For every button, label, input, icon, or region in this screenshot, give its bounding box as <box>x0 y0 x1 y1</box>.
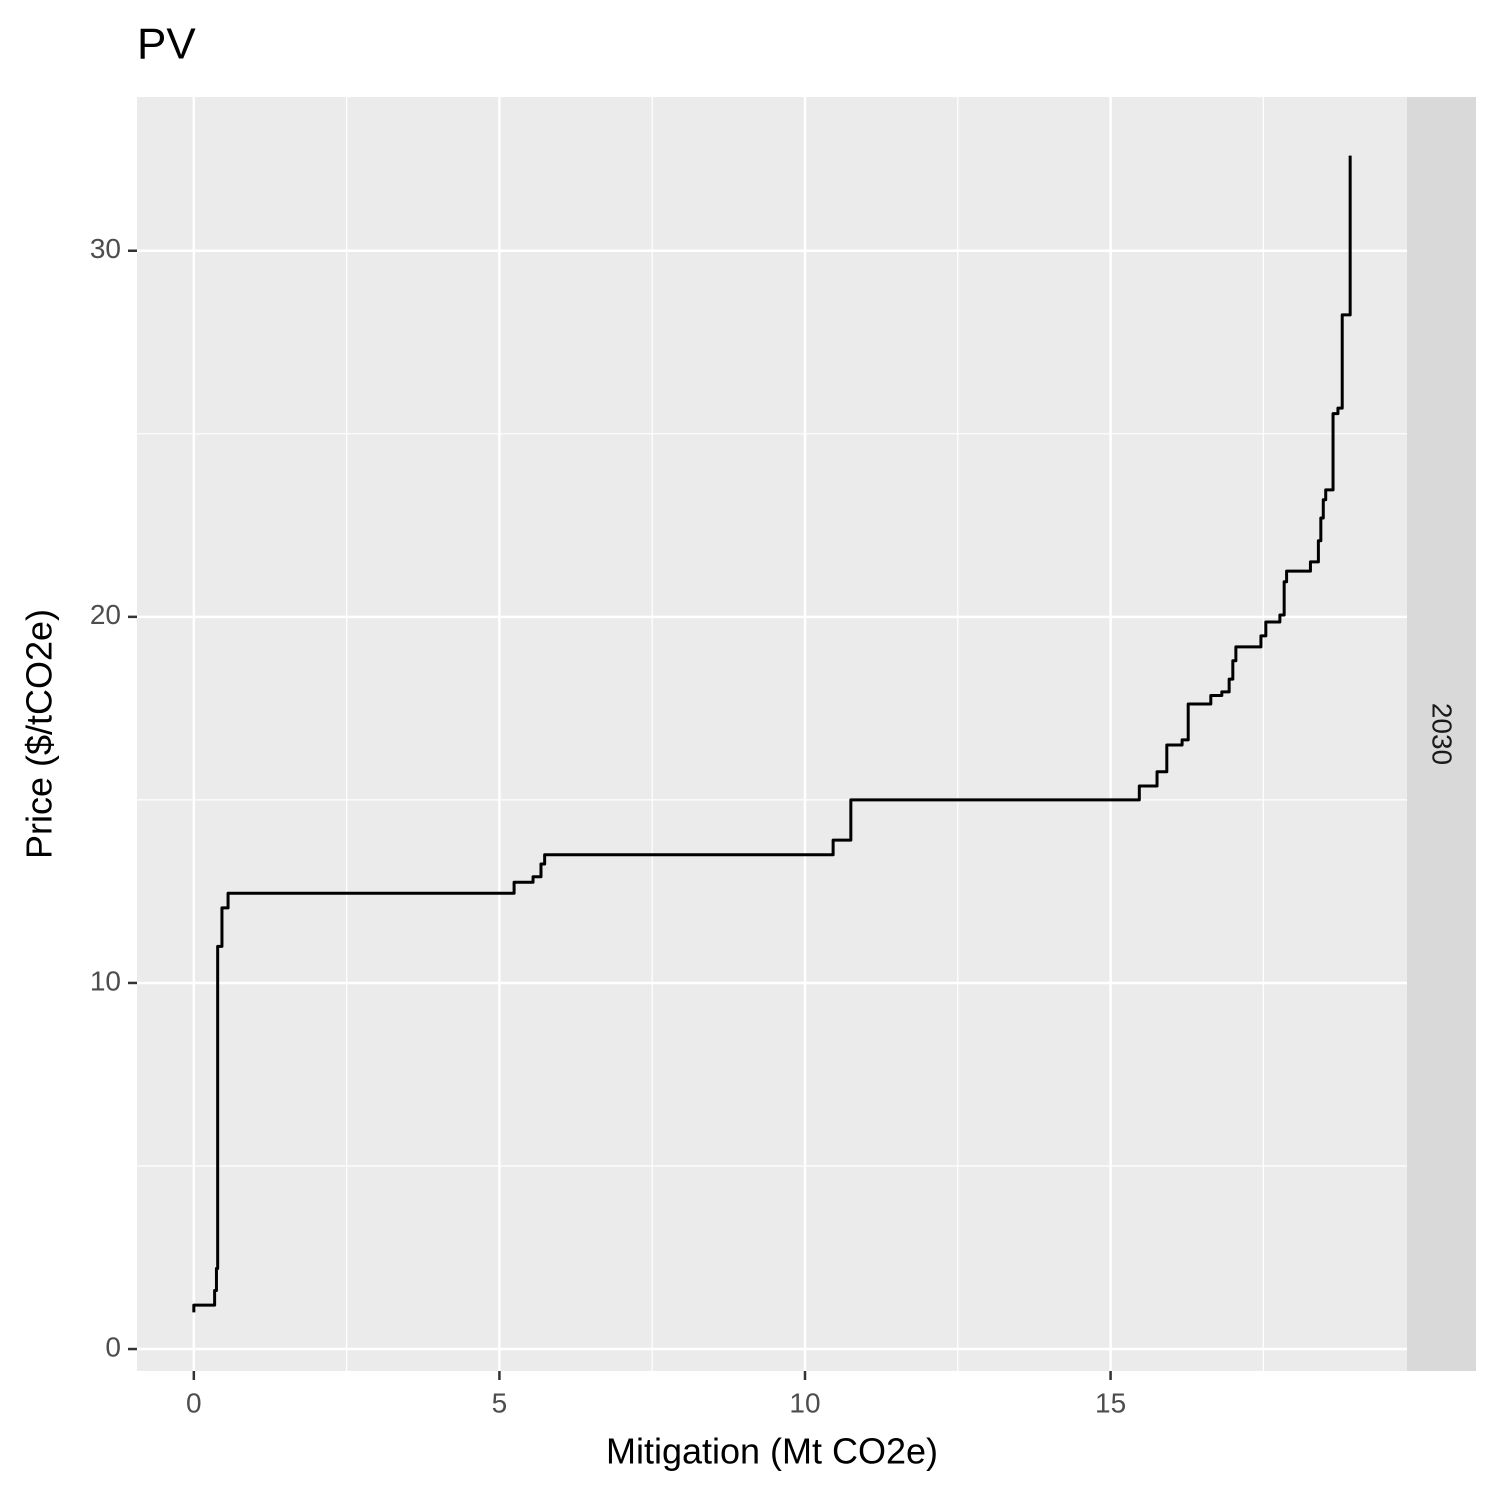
y-tick-label: 30 <box>90 233 121 264</box>
data-line <box>192 155 1352 1313</box>
chart-title: PV <box>137 20 196 69</box>
y-axis-title: Price ($/tCO2e) <box>19 609 60 859</box>
x-tick-label: 10 <box>789 1387 820 1418</box>
x-axis-title: Mitigation (Mt CO2e) <box>606 1431 938 1472</box>
x-tick-label: 15 <box>1095 1387 1126 1418</box>
y-tick-label: 0 <box>105 1331 121 1362</box>
y-tick-label: 10 <box>90 965 121 996</box>
plot-layer: 0 5 10 15 0 10 20 30 <box>90 97 1407 1418</box>
facet-strip <box>1407 97 1476 1371</box>
y-tick-label: 20 <box>90 599 121 630</box>
x-tick-label: 0 <box>186 1387 202 1418</box>
x-tick-label: 5 <box>492 1387 508 1418</box>
panel <box>137 97 1407 1371</box>
facet-label: 2030 <box>1427 703 1458 765</box>
